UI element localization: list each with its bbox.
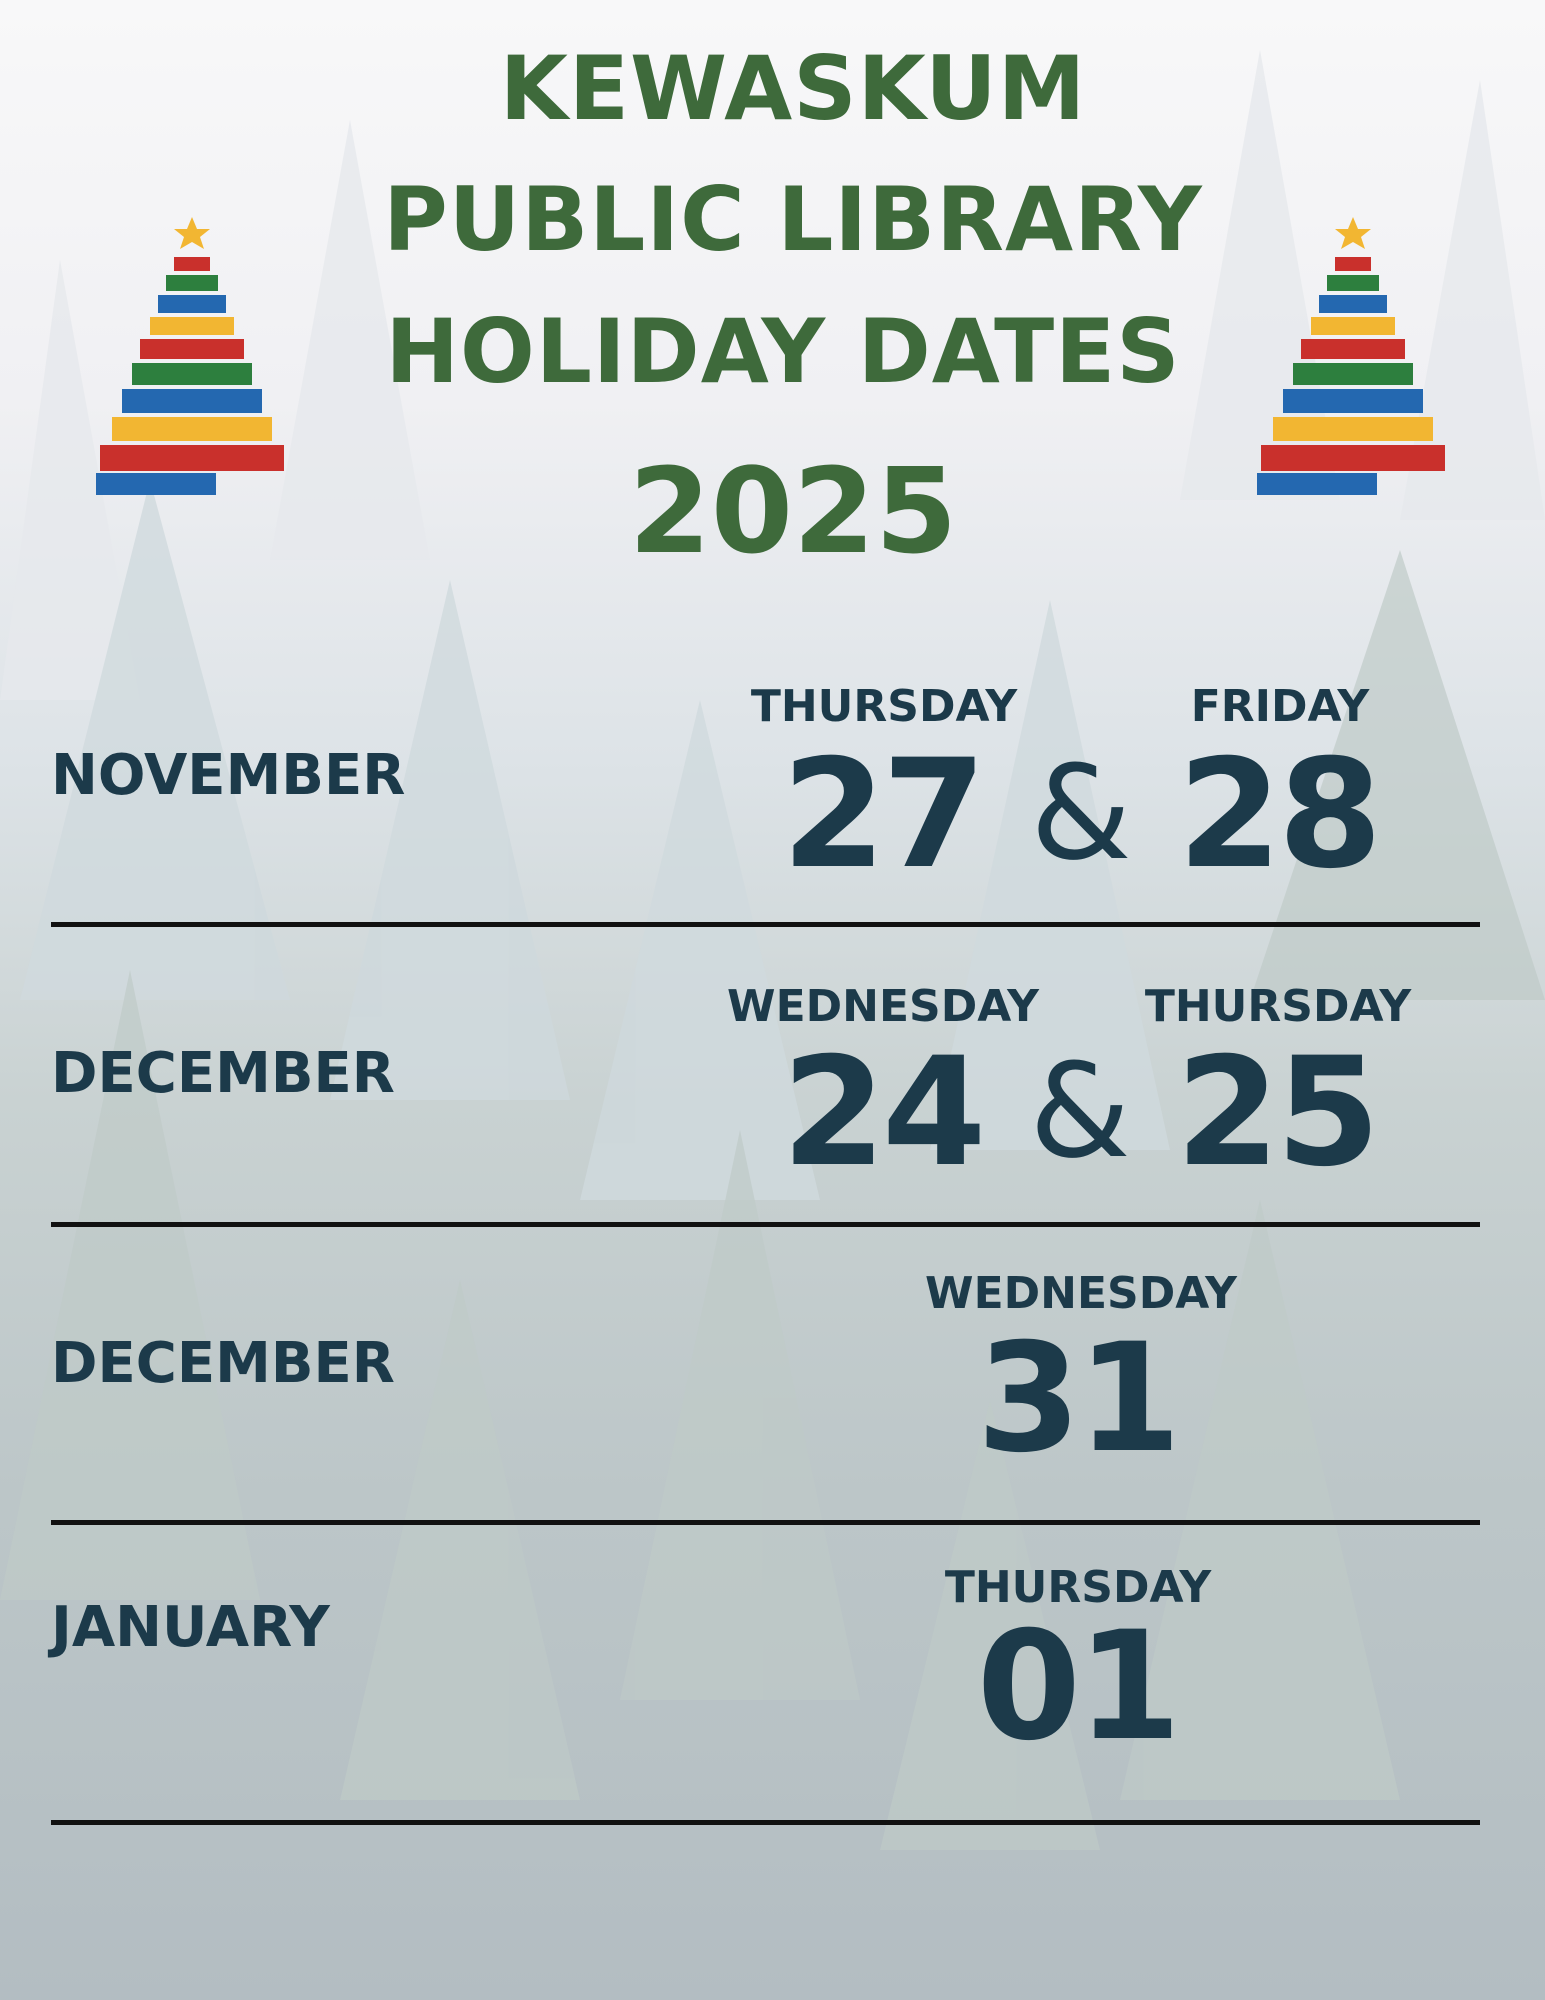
date-number: 28	[1177, 728, 1383, 902]
month-label: DECEMBER	[51, 1041, 395, 1106]
divider	[51, 922, 1480, 927]
month-label: DECEMBER	[51, 1331, 395, 1396]
weekday: THURSDAY	[944, 1562, 1212, 1613]
date-number: 31	[976, 1312, 1182, 1486]
book-christmas-tree-icon	[96, 217, 284, 495]
date-number: 25	[1175, 1026, 1381, 1200]
title-line-2: PUBLIC LIBRARY	[383, 168, 1203, 271]
divider	[51, 1820, 1480, 1825]
month-label: NOVEMBER	[51, 743, 406, 808]
weekday: FRIDAY	[1190, 681, 1370, 732]
title-line-3: HOLIDAY DATES	[385, 300, 1181, 403]
divider	[51, 1520, 1480, 1525]
weekday: THURSDAY	[750, 681, 1018, 732]
date-number: 24	[781, 1026, 987, 1200]
date-number: 01	[976, 1600, 1182, 1774]
ampersand: &	[1029, 1035, 1131, 1187]
weekday: WEDNESDAY	[925, 1268, 1237, 1319]
date-number: 27	[781, 728, 987, 902]
weekday: THURSDAY	[1144, 981, 1412, 1032]
weekday: WEDNESDAY	[727, 981, 1039, 1032]
divider	[51, 1222, 1480, 1227]
ampersand: &	[1030, 737, 1132, 889]
month-label: JANUARY	[51, 1595, 330, 1660]
title-line-1: KEWASKUM	[499, 37, 1087, 140]
book-christmas-tree-icon	[1257, 217, 1445, 495]
year: 2025	[628, 442, 958, 580]
